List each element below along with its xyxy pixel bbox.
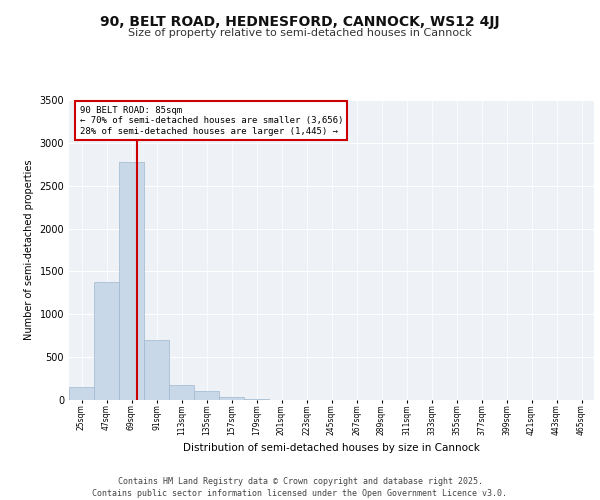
- Bar: [194, 392, 219, 400]
- Bar: [94, 282, 119, 400]
- Y-axis label: Number of semi-detached properties: Number of semi-detached properties: [24, 160, 34, 340]
- Text: 90, BELT ROAD, HEDNESFORD, CANNOCK, WS12 4JJ: 90, BELT ROAD, HEDNESFORD, CANNOCK, WS12…: [100, 15, 500, 29]
- Bar: [69, 387, 94, 400]
- Bar: [119, 162, 144, 400]
- Bar: [169, 384, 194, 400]
- Text: 90 BELT ROAD: 85sqm
← 70% of semi-detached houses are smaller (3,656)
28% of sem: 90 BELT ROAD: 85sqm ← 70% of semi-detach…: [79, 106, 343, 136]
- Bar: [219, 398, 244, 400]
- Text: Contains HM Land Registry data © Crown copyright and database right 2025.
Contai: Contains HM Land Registry data © Crown c…: [92, 476, 508, 498]
- Bar: [244, 399, 269, 400]
- Text: Size of property relative to semi-detached houses in Cannock: Size of property relative to semi-detach…: [128, 28, 472, 38]
- X-axis label: Distribution of semi-detached houses by size in Cannock: Distribution of semi-detached houses by …: [183, 444, 480, 454]
- Bar: [144, 340, 169, 400]
